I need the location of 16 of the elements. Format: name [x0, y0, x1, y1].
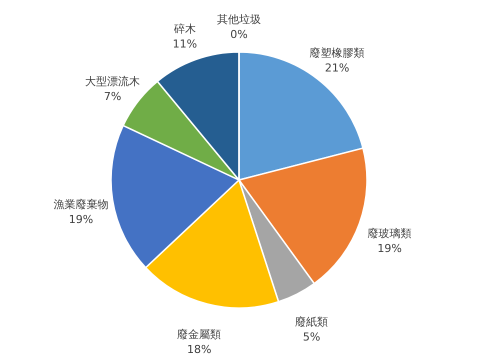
slice-label: 碎木 [172, 22, 196, 36]
data-label: 5% [302, 330, 320, 344]
slice-label: 廢玻璃類 [368, 227, 412, 240]
data-label: 19% [377, 242, 402, 256]
data-label: 7% [104, 90, 122, 103]
data-label: 18% [186, 342, 212, 356]
category-label: 其他垃圾 [217, 13, 261, 26]
slice-label: 漁業廢棄物 [53, 198, 108, 212]
data-label: 19% [68, 213, 94, 226]
data-label: 11% [172, 37, 198, 50]
slice-label: 廢紙類 [295, 316, 328, 329]
slice-label: 廢塑橡膠類 [310, 46, 365, 60]
data-label: 21% [324, 62, 350, 75]
slice-label: 大型漂流木 [85, 74, 140, 88]
slice-label: 廢金屬類 [177, 328, 222, 341]
text: 0% [230, 28, 248, 41]
